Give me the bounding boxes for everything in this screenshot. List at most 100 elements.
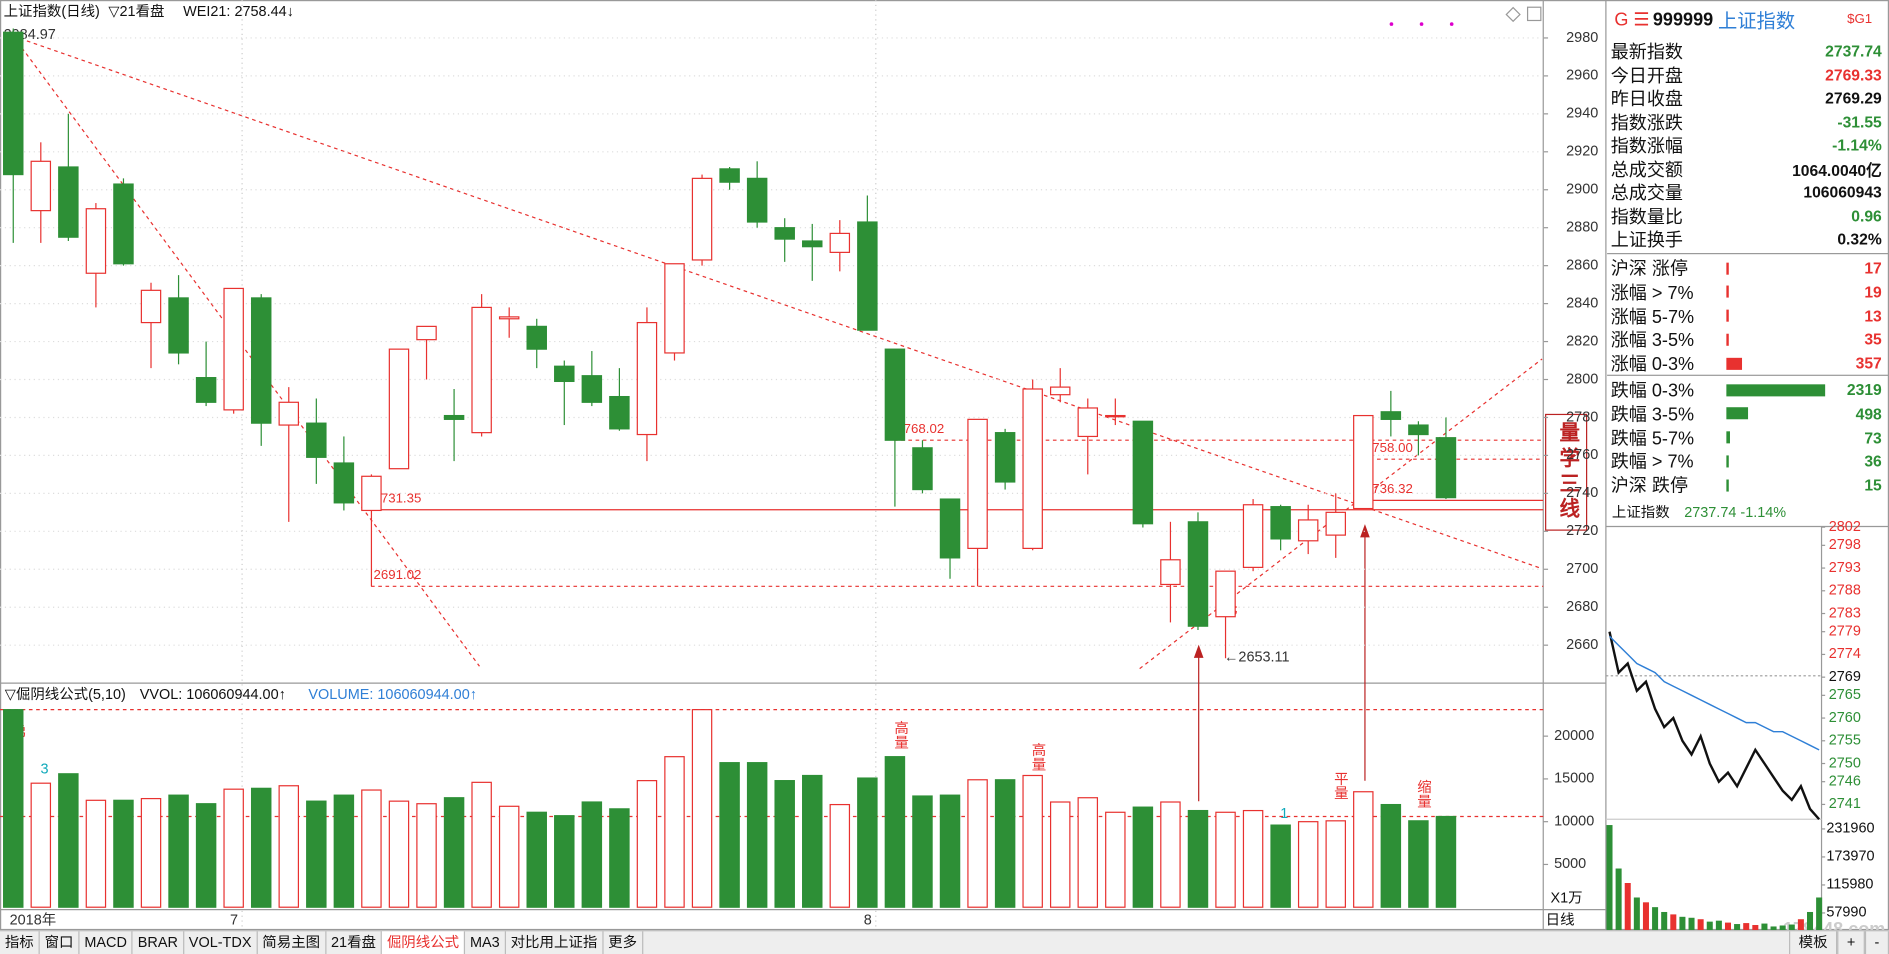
quote-row: 指数涨幅 -1.14% <box>1607 134 1886 156</box>
volume-bar <box>333 794 355 908</box>
low-label: ←2653.11 <box>1224 650 1290 666</box>
candle-body <box>664 263 685 354</box>
breadth-row: 沪深 跌停 15 <box>1607 474 1886 496</box>
breadth-row: 沪深 涨停 17 <box>1607 257 1886 280</box>
breadth-bar <box>1726 455 1729 468</box>
volume-bar <box>802 774 823 908</box>
mini-subtitle: 2737.74 -1.14% <box>1684 505 1786 521</box>
icon[interactable] <box>1505 6 1521 23</box>
y-tick-label: 2940 <box>1566 106 1598 122</box>
candle-body <box>884 348 906 441</box>
tool-button[interactable]: 模板 <box>1788 931 1838 954</box>
quote-label: 最新指数 <box>1610 42 1684 63</box>
intraday-volume <box>1633 897 1640 941</box>
volume-bar <box>1077 797 1099 908</box>
tab[interactable]: MACD <box>80 931 133 954</box>
y-tick-label: 2746 <box>1829 774 1861 790</box>
volume-bar <box>719 762 740 908</box>
volume-bar <box>195 803 217 908</box>
tab[interactable]: BRAR <box>133 931 184 954</box>
candle-body <box>388 348 410 470</box>
breadth-value: 35 <box>1864 330 1882 349</box>
candle-body <box>1022 388 1043 549</box>
candle-body <box>967 418 988 549</box>
volume-bar <box>250 787 272 908</box>
candle-body <box>1187 521 1209 627</box>
spacer <box>643 931 1789 954</box>
quote-value: -31.55 <box>1837 112 1882 131</box>
y-tick-label: 2860 <box>1566 257 1598 273</box>
candle-body <box>85 208 107 274</box>
breadth-bar <box>1726 262 1729 275</box>
tab[interactable]: 指标 <box>0 931 40 954</box>
arrow-head <box>1193 644 1204 658</box>
dot <box>1389 22 1394 26</box>
tool-button[interactable]: - <box>1864 931 1889 954</box>
chart-title: 上证指数(日线) <box>4 3 100 20</box>
tab[interactable]: 倔阴线公式 <box>382 931 466 954</box>
candle-body <box>1132 420 1154 525</box>
y-tick-label: 5000 <box>1554 856 1586 872</box>
quote-row: 指数量比 0.96 <box>1607 204 1886 227</box>
y-tick-label: 2820 <box>1566 333 1598 349</box>
intraday-volume <box>1807 911 1814 941</box>
candle-body <box>306 422 327 458</box>
volume-bar <box>498 805 520 908</box>
volume-bar <box>1160 801 1181 908</box>
code-prefix: G ☰ <box>1614 9 1650 31</box>
candle-body <box>498 316 520 320</box>
quote-label: 总成交量 <box>1610 183 1684 204</box>
breadth-bar <box>1726 357 1742 370</box>
level-label: 2731.35 <box>373 490 421 505</box>
volume-bar <box>361 789 382 908</box>
volume-bar <box>636 780 658 908</box>
intraday-volume <box>1797 919 1804 941</box>
volume-bar <box>388 800 410 908</box>
tab[interactable]: 窗口 <box>40 931 80 954</box>
breadth-value: 2319 <box>1846 380 1882 399</box>
breadth-label: 沪深 涨停 <box>1610 259 1689 280</box>
menu[interactable]: ▽21看盘 <box>108 2 164 20</box>
volume-bar <box>306 800 327 908</box>
quote-row: 指数涨跌 -31.55 <box>1607 110 1886 133</box>
y-tick-label: 2741 <box>1829 796 1861 812</box>
volume-bar <box>140 797 162 908</box>
vol-annotation: 3 <box>41 762 49 778</box>
tab[interactable]: MA3 <box>465 931 506 954</box>
quote-row: 总成交额 1064.0040亿 <box>1607 157 1886 180</box>
quote-row: 总成交量 106060943 <box>1607 181 1886 204</box>
tab[interactable]: VOL-TDX <box>184 931 258 954</box>
mini-title: 上证指数 <box>1612 504 1670 521</box>
breadth-value: 357 <box>1855 354 1882 373</box>
icon[interactable] <box>1526 6 1542 22</box>
candle-body <box>443 414 465 420</box>
tool-button[interactable]: + <box>1837 931 1865 954</box>
candle-body <box>278 401 300 426</box>
candle-body <box>581 375 603 403</box>
intraday-volume <box>1652 907 1659 941</box>
breadth-bar <box>1726 383 1826 396</box>
tab[interactable]: 21看盘 <box>326 931 383 954</box>
volume-bar <box>30 782 52 908</box>
volume-bar <box>1380 803 1402 908</box>
candle-body <box>994 432 1016 483</box>
y-tick-label: 2802 <box>1829 519 1861 535</box>
y-tick-label: 2980 <box>1566 30 1598 46</box>
breadth-row: 涨幅 5-7% 13 <box>1607 304 1886 327</box>
intraday-volume <box>1688 917 1695 941</box>
quote-value: 106060943 <box>1803 183 1882 202</box>
tab[interactable]: 更多 <box>603 931 644 954</box>
quote-label: 指数量比 <box>1610 206 1684 228</box>
intraday-volume <box>1670 914 1677 941</box>
tab[interactable]: 对比用上证指 <box>506 931 604 954</box>
candle-body <box>471 306 492 434</box>
quote-value: -1.14% <box>1832 136 1882 155</box>
y-tick-label: 2700 <box>1566 561 1598 577</box>
candle-body <box>719 168 740 183</box>
y-tick-label: 2680 <box>1566 599 1598 615</box>
breadth-bar <box>1726 333 1729 346</box>
tab[interactable]: 简易主图 <box>257 931 327 954</box>
candle-body <box>691 177 713 261</box>
breadth-label: 跌幅 > 7% <box>1610 452 1694 473</box>
intraday-line <box>1608 631 1821 821</box>
